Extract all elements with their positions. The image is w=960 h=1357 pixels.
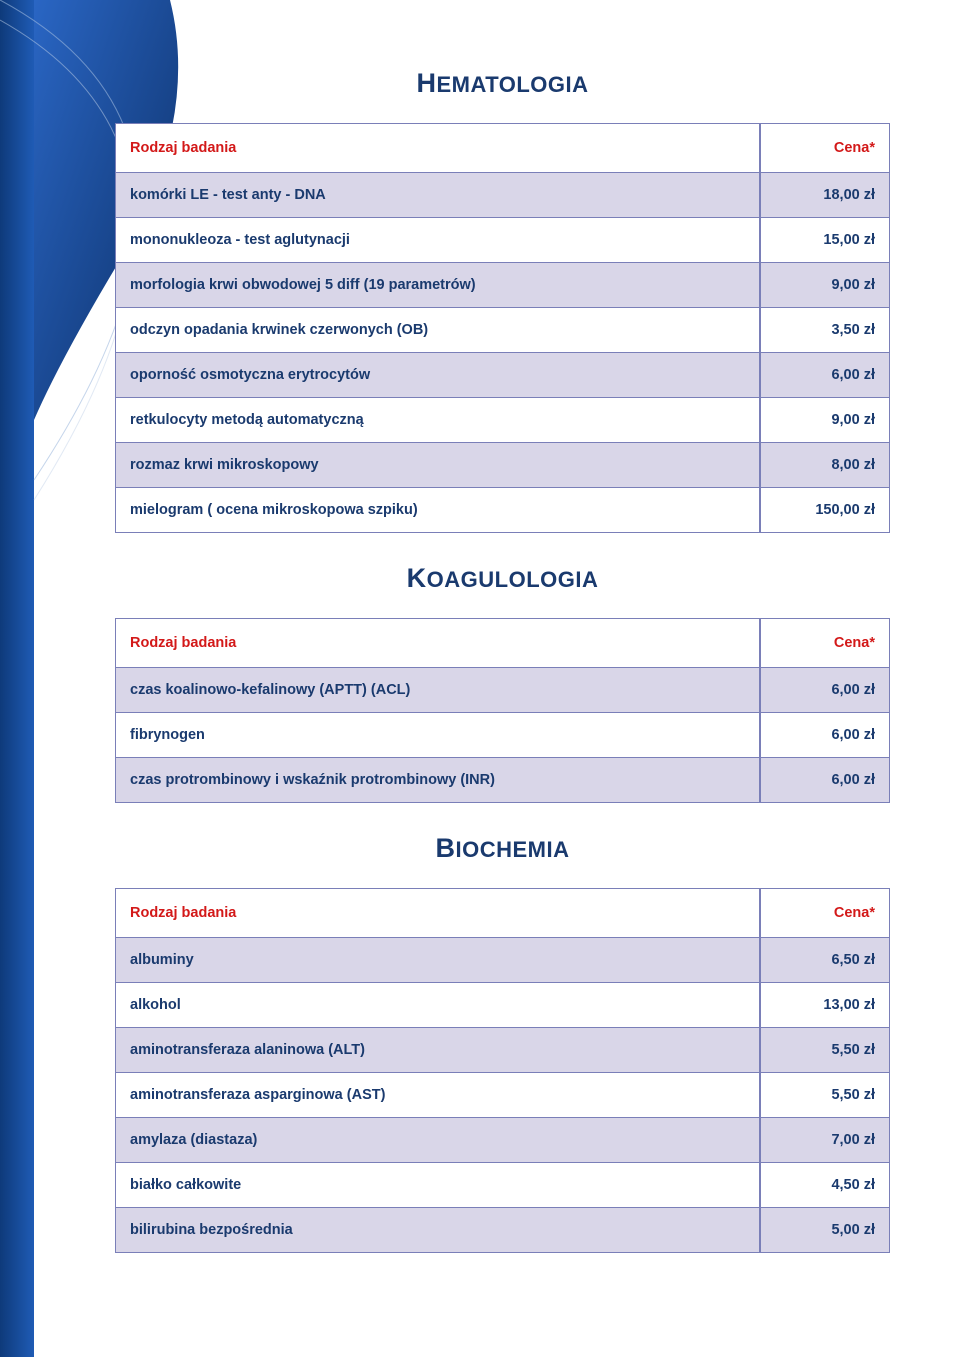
column-header-name: Rodzaj badania xyxy=(115,888,760,938)
price-cell: 6,50 zł xyxy=(760,938,890,983)
price-table: Rodzaj badaniaCena*komórki LE - test ant… xyxy=(115,123,890,533)
price-cell: 3,50 zł xyxy=(760,308,890,353)
table-row: komórki LE - test anty - DNA18,00 zł xyxy=(115,173,890,218)
test-name-cell: retkulocyty metodą automatyczną xyxy=(115,398,760,443)
price-table: Rodzaj badaniaCena*albuminy6,50 złalkoho… xyxy=(115,888,890,1253)
table-row: retkulocyty metodą automatyczną9,00 zł xyxy=(115,398,890,443)
section-title-cap: B xyxy=(436,833,456,863)
table-row: albuminy6,50 zł xyxy=(115,938,890,983)
test-name-cell: bilirubina bezpośrednia xyxy=(115,1208,760,1253)
price-cell: 5,00 zł xyxy=(760,1208,890,1253)
test-name-cell: czas protrombinowy i wskaźnik protrombin… xyxy=(115,758,760,803)
price-cell: 5,50 zł xyxy=(760,1073,890,1118)
test-name-cell: mielogram ( ocena mikroskopowa szpiku) xyxy=(115,488,760,533)
column-header-name: Rodzaj badania xyxy=(115,618,760,668)
section-title-rest: EMATOLOGIA xyxy=(436,72,588,97)
test-name-cell: białko całkowite xyxy=(115,1163,760,1208)
table-row: oporność osmotyczna erytrocytów6,00 zł xyxy=(115,353,890,398)
price-cell: 18,00 zł xyxy=(760,173,890,218)
test-name-cell: fibrynogen xyxy=(115,713,760,758)
table-row: aminotransferaza alaninowa (ALT)5,50 zł xyxy=(115,1028,890,1073)
test-name-cell: aminotransferaza asparginowa (AST) xyxy=(115,1073,760,1118)
table-row: fibrynogen6,00 zł xyxy=(115,713,890,758)
price-cell: 9,00 zł xyxy=(760,263,890,308)
price-cell: 6,00 zł xyxy=(760,353,890,398)
test-name-cell: komórki LE - test anty - DNA xyxy=(115,173,760,218)
price-table: Rodzaj badaniaCena*czas koalinowo-kefali… xyxy=(115,618,890,803)
table-row: amylaza (diastaza)7,00 zł xyxy=(115,1118,890,1163)
price-cell: 6,00 zł xyxy=(760,713,890,758)
test-name-cell: rozmaz krwi mikroskopowy xyxy=(115,443,760,488)
section-title-cap: K xyxy=(407,563,427,593)
column-header-price: Cena* xyxy=(760,888,890,938)
section-title-rest: IOCHEMIA xyxy=(456,837,570,862)
section-title: HEMATOLOGIA xyxy=(115,68,890,99)
price-cell: 4,50 zł xyxy=(760,1163,890,1208)
test-name-cell: odczyn opadania krwinek czerwonych (OB) xyxy=(115,308,760,353)
table-row: morfologia krwi obwodowej 5 diff (19 par… xyxy=(115,263,890,308)
test-name-cell: amylaza (diastaza) xyxy=(115,1118,760,1163)
table-row: aminotransferaza asparginowa (AST)5,50 z… xyxy=(115,1073,890,1118)
column-header-name: Rodzaj badania xyxy=(115,123,760,173)
table-row: mielogram ( ocena mikroskopowa szpiku)15… xyxy=(115,488,890,533)
table-row: czas koalinowo-kefalinowy (APTT) (ACL)6,… xyxy=(115,668,890,713)
test-name-cell: oporność osmotyczna erytrocytów xyxy=(115,353,760,398)
test-name-cell: alkohol xyxy=(115,983,760,1028)
column-header-price: Cena* xyxy=(760,123,890,173)
table-row: alkohol13,00 zł xyxy=(115,983,890,1028)
price-cell: 9,00 zł xyxy=(760,398,890,443)
table-row: białko całkowite4,50 zł xyxy=(115,1163,890,1208)
price-cell: 8,00 zł xyxy=(760,443,890,488)
price-cell: 6,00 zł xyxy=(760,758,890,803)
price-cell: 5,50 zł xyxy=(760,1028,890,1073)
table-row: bilirubina bezpośrednia5,00 zł xyxy=(115,1208,890,1253)
test-name-cell: aminotransferaza alaninowa (ALT) xyxy=(115,1028,760,1073)
test-name-cell: morfologia krwi obwodowej 5 diff (19 par… xyxy=(115,263,760,308)
test-name-cell: czas koalinowo-kefalinowy (APTT) (ACL) xyxy=(115,668,760,713)
section-title: KOAGULOLOGIA xyxy=(115,563,890,594)
price-cell: 7,00 zł xyxy=(760,1118,890,1163)
column-header-price: Cena* xyxy=(760,618,890,668)
table-row: mononukleoza - test aglutynacji15,00 zł xyxy=(115,218,890,263)
price-cell: 13,00 zł xyxy=(760,983,890,1028)
section-title-cap: H xyxy=(416,68,436,98)
table-row: odczyn opadania krwinek czerwonych (OB)3… xyxy=(115,308,890,353)
price-cell: 150,00 zł xyxy=(760,488,890,533)
price-cell: 6,00 zł xyxy=(760,668,890,713)
table-row: rozmaz krwi mikroskopowy8,00 zł xyxy=(115,443,890,488)
price-cell: 15,00 zł xyxy=(760,218,890,263)
test-name-cell: mononukleoza - test aglutynacji xyxy=(115,218,760,263)
page-content: HEMATOLOGIARodzaj badaniaCena*komórki LE… xyxy=(0,0,960,1253)
table-row: czas protrombinowy i wskaźnik protrombin… xyxy=(115,758,890,803)
test-name-cell: albuminy xyxy=(115,938,760,983)
section-title: BIOCHEMIA xyxy=(115,833,890,864)
section-title-rest: OAGULOLOGIA xyxy=(427,567,599,592)
